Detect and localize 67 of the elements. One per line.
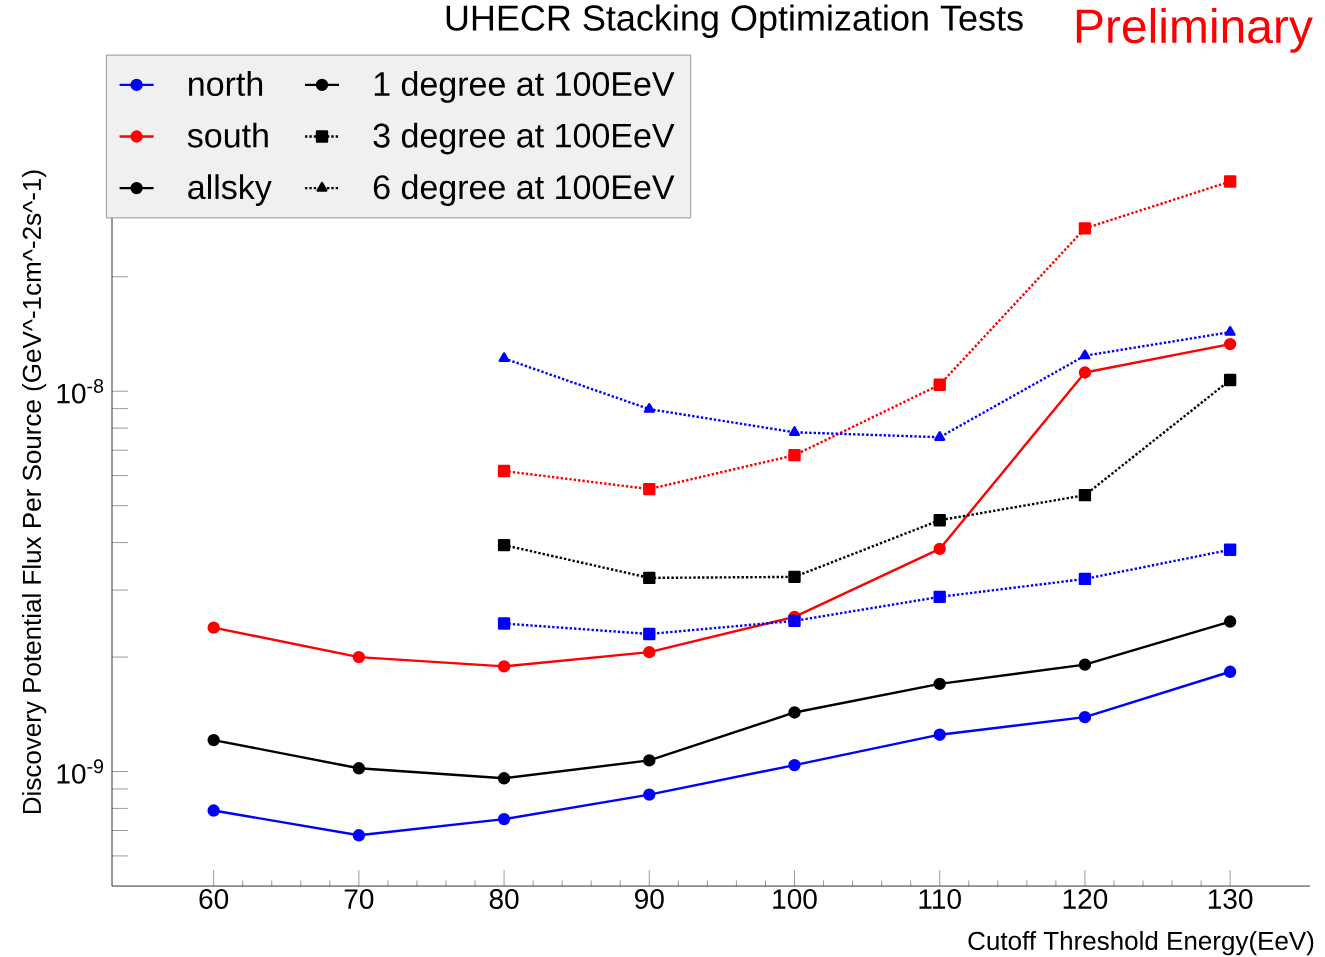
point (1079, 349, 1091, 360)
x-tick-label: 100 (773, 889, 817, 909)
point (1078, 572, 1092, 586)
point (352, 829, 366, 842)
point (643, 646, 656, 659)
point (643, 571, 656, 585)
point (352, 650, 366, 664)
y-tick-label: 10$^{-9}$ (57, 759, 104, 784)
point (788, 449, 801, 462)
x-tick-label: 110 (919, 889, 961, 909)
x-tick-label: 80 (489, 889, 519, 909)
point (933, 677, 946, 691)
point (497, 660, 511, 673)
point (497, 772, 511, 785)
point (643, 627, 656, 641)
x-tick-label: 130 (1208, 889, 1253, 909)
point (1223, 175, 1237, 188)
chart-title: UHECR Stacking Optimization Tests (446, 4, 1023, 38)
point (1223, 543, 1237, 556)
point (1223, 615, 1237, 628)
point (643, 788, 656, 801)
x-tick-label: 90 (635, 889, 664, 909)
point (933, 514, 946, 527)
legend-label: south (187, 122, 268, 148)
point (497, 617, 511, 630)
point (643, 482, 656, 496)
legend-label: 1 degree at 100EeV (374, 71, 675, 103)
x-tick-label: 70 (344, 889, 374, 909)
point (352, 762, 366, 775)
legend-label: north (189, 71, 263, 97)
y-axis-title: Discovery Potential Flux Per Source (GeV^-1cm^-2s^-1) (22, 170, 47, 814)
point (643, 754, 656, 767)
point (788, 426, 801, 436)
point (933, 378, 946, 391)
point (934, 431, 946, 441)
point (1078, 488, 1092, 502)
point (207, 804, 220, 817)
point (1078, 222, 1092, 235)
point (207, 733, 220, 747)
point (497, 464, 511, 478)
x-tick-label: 60 (199, 889, 229, 909)
point (788, 758, 801, 772)
y-tick-label: 10$^{-8}$ (57, 379, 104, 404)
legend-label: allsky (188, 174, 272, 206)
point (498, 352, 510, 363)
point (643, 402, 655, 413)
point (933, 590, 946, 604)
point (933, 728, 946, 741)
point (933, 542, 946, 556)
point (788, 706, 801, 719)
point (1078, 658, 1092, 671)
legend-label: 6 degree at 100EeV (373, 174, 675, 206)
x-tick-label: 120 (1063, 889, 1108, 909)
point (788, 570, 801, 584)
point (1224, 325, 1236, 336)
text: Preliminary (1076, 8, 1313, 53)
point (1223, 665, 1237, 678)
point (1078, 366, 1092, 379)
point (497, 812, 511, 826)
legend-label: 3 degree at 100EeV (373, 122, 675, 155)
point (497, 538, 511, 552)
point (1223, 373, 1237, 387)
point (1223, 337, 1237, 351)
point (207, 621, 220, 634)
x-axis-title: Cutoff Threshold Energy(EeV) (968, 931, 1314, 956)
point (1078, 710, 1092, 724)
point (788, 614, 801, 628)
